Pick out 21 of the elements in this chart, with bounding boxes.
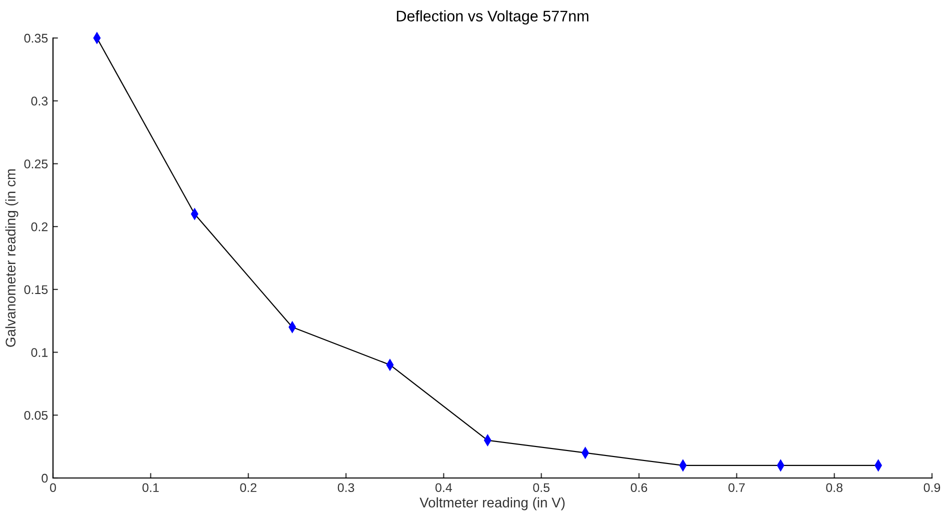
x-tick-label: 0.1 [142,483,159,492]
y-axis-title: Galvanometer reading (in cm [5,169,18,347]
x-tick-label: 0.7 [728,483,745,492]
y-tick-label: 0.2 [31,222,48,232]
x-tick-label: 0 [50,483,56,492]
x-tick-label: 0.5 [533,483,550,492]
x-axis-title: Voltmeter reading (in V) [420,497,565,510]
y-tick-label: 0.1 [31,348,48,357]
y-tick-label: 0 [42,474,48,483]
x-tick-label: 0.9 [924,483,940,492]
y-tick-label: 0.3 [31,96,48,106]
y-tick-label: 0.15 [24,285,48,294]
x-tick-label: 0.2 [240,483,256,492]
x-tick-label: 0.3 [338,483,354,492]
x-tick-label: 0.6 [630,483,648,492]
x-tick-label: 0.8 [826,483,842,492]
y-tick-label: 0.05 [24,410,48,420]
y-tick-label: 0.25 [24,160,48,168]
y-tick-label: 0.35 [24,34,48,43]
chart-title: Deflection vs Voltage 577nm [396,10,588,25]
x-tick-label: 0.4 [435,483,452,492]
